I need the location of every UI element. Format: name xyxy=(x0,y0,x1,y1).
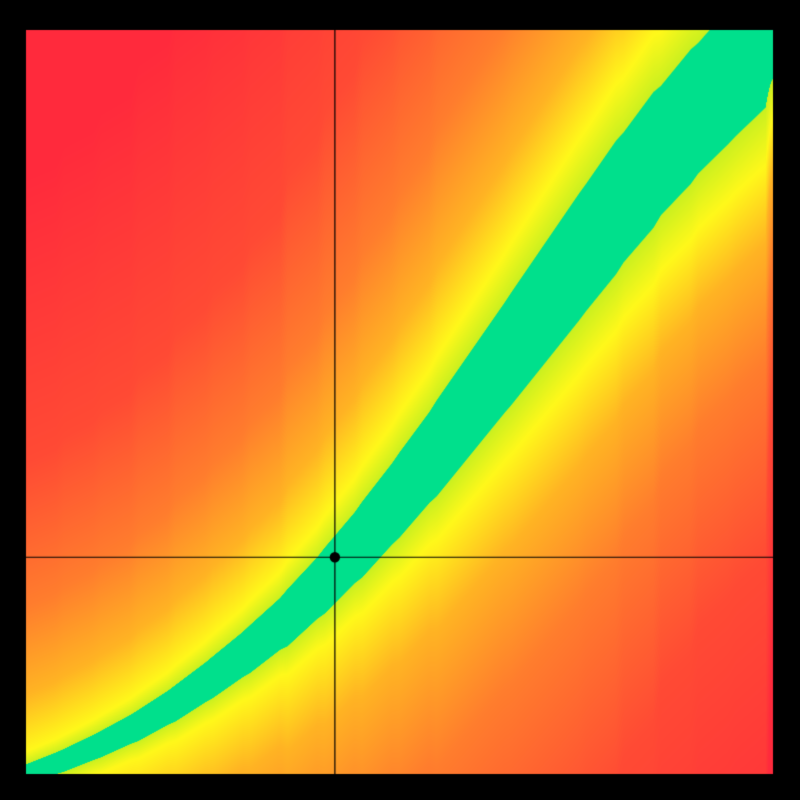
chart-container: TheBottleneck.com xyxy=(0,0,800,800)
bottleneck-heatmap-canvas xyxy=(0,0,800,800)
